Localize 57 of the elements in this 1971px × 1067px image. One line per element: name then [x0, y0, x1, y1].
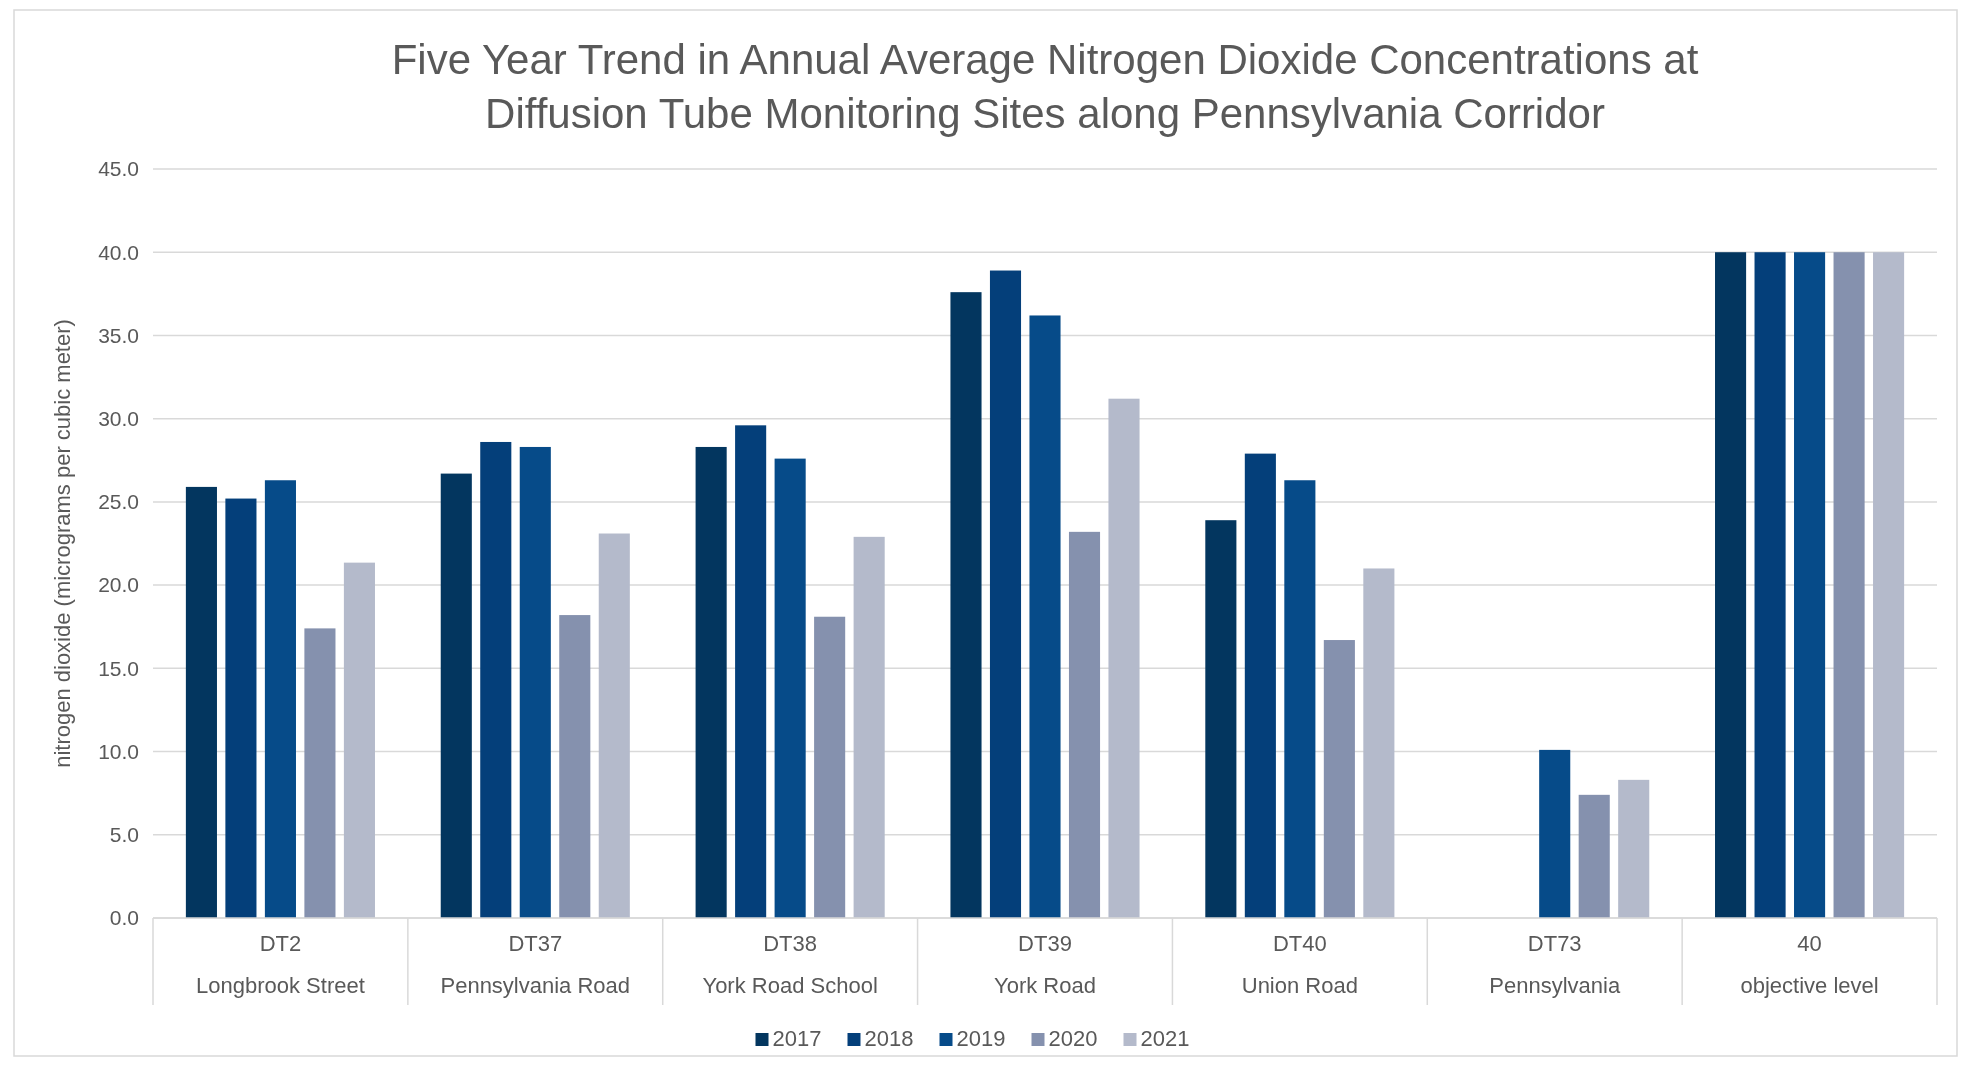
bar [774, 458, 806, 918]
bar [1578, 794, 1610, 918]
bar [304, 628, 336, 918]
chart-title: Five Year Trend in Annual Average Nitrogen Dioxide Concentrations at Diffusion Tube Monitoring Sites along Pennsylvania Corridor [391, 36, 1699, 137]
legend-label: 2021 [1140, 1026, 1190, 1051]
x-tick-label: DT38 York Road School [702, 931, 878, 998]
legend-label: 2018 [864, 1026, 914, 1051]
bar [559, 615, 591, 918]
x-tick-label: 40 objective level [1740, 931, 1879, 998]
bar [1754, 252, 1786, 918]
y-tick-label: 30.0 [98, 407, 139, 431]
bar [1029, 315, 1061, 918]
bar [480, 441, 512, 918]
bar [1323, 640, 1355, 918]
bar [343, 562, 375, 918]
bar [1244, 453, 1276, 918]
bar [1363, 568, 1395, 918]
bar [519, 446, 551, 918]
bar [814, 616, 846, 918]
bar [264, 480, 296, 918]
x-tick-label: DT2 Longbrook Street [196, 931, 365, 998]
bar [950, 292, 982, 918]
y-tick-label: 5.0 [109, 823, 139, 847]
bar [440, 473, 472, 918]
y-axis-title: nitrogen dioxide (micrograms per cubic meter) [50, 319, 75, 768]
bar [1794, 252, 1826, 918]
x-tick-label: DT37 Pennsylvania Road [440, 931, 631, 998]
legend-label: 2019 [956, 1026, 1006, 1051]
bar [1068, 531, 1101, 918]
bar [1205, 520, 1237, 918]
y-tick-label: 35.0 [98, 323, 139, 347]
bar [989, 270, 1022, 918]
bar [1873, 252, 1905, 918]
bar [185, 486, 217, 918]
y-tick-label: 45.0 [98, 157, 139, 181]
bar [1284, 480, 1316, 918]
bar [225, 498, 257, 918]
y-tick-label: 15.0 [98, 656, 139, 680]
bar [735, 425, 767, 918]
legend-label: 2017 [772, 1026, 822, 1051]
bar [1539, 749, 1571, 918]
bar [1618, 779, 1650, 918]
bar [1108, 398, 1140, 918]
y-tick-label: 20.0 [98, 573, 139, 597]
y-tick-label: 25.0 [98, 490, 139, 514]
legend-label: 2020 [1048, 1026, 1098, 1051]
y-tick-label: 40.0 [98, 240, 139, 264]
bar [598, 533, 630, 918]
x-tick-label: DT40 Union Road [1241, 931, 1358, 998]
bar [853, 536, 885, 918]
y-tick-label: 10.0 [98, 739, 139, 763]
bar [1833, 252, 1865, 918]
bar [1715, 252, 1747, 918]
y-tick-label: 0.0 [109, 906, 139, 930]
x-tick-label: DT73 Pennsylvania [1489, 931, 1621, 998]
bar [695, 446, 727, 918]
x-tick-label: DT39 York Road [994, 931, 1096, 998]
